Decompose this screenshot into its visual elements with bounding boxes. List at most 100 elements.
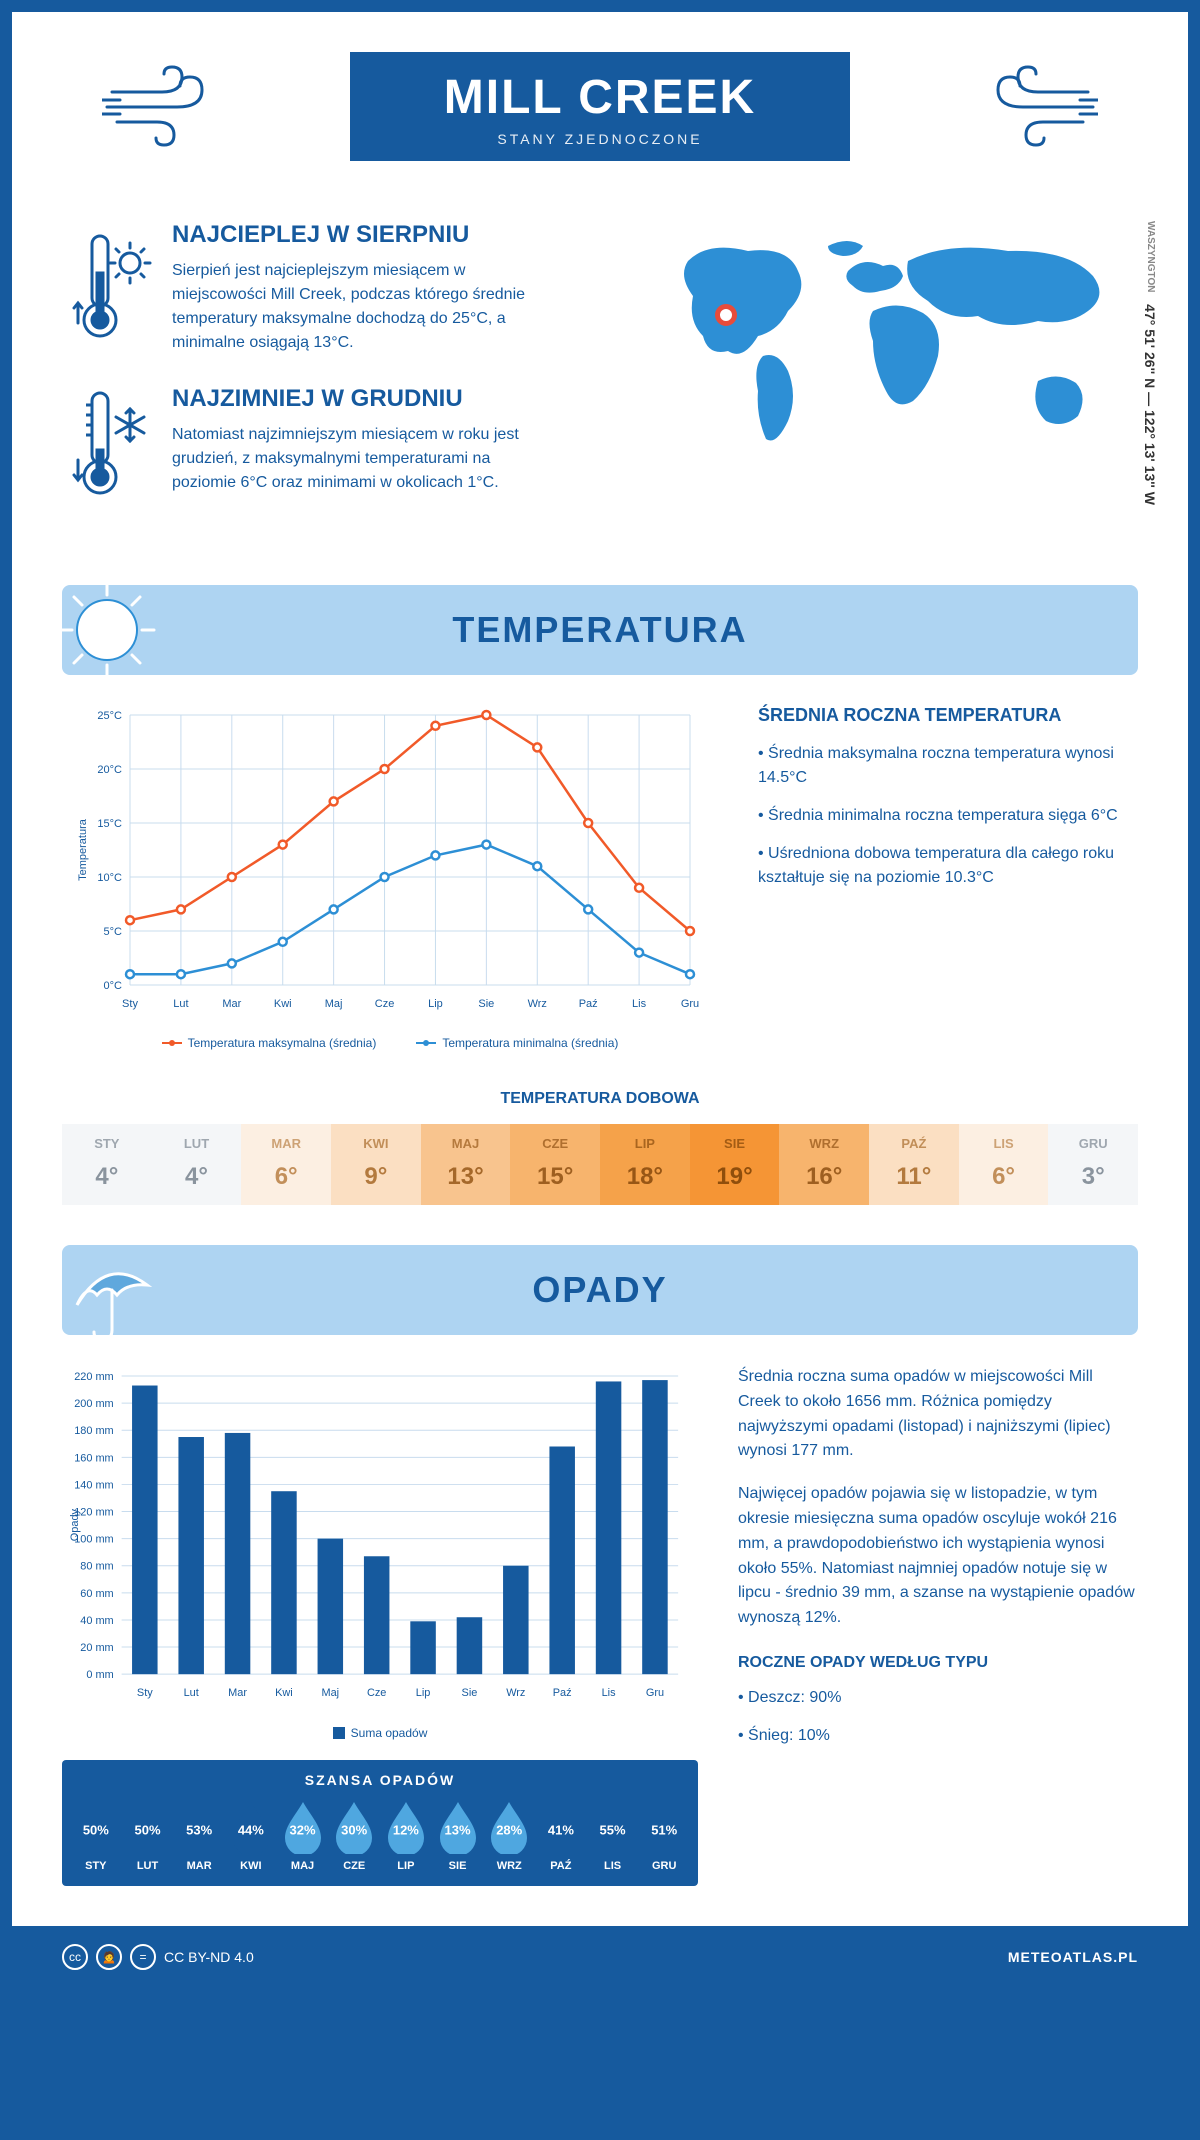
svg-text:Sty: Sty bbox=[137, 1687, 153, 1699]
type-item: • Śnieg: 10% bbox=[738, 1724, 1138, 1748]
section-title: TEMPERATURA bbox=[62, 609, 1138, 651]
svg-text:5°C: 5°C bbox=[104, 926, 123, 938]
summary-item: • Średnia minimalna roczna temperatura s… bbox=[758, 804, 1138, 828]
warmest-text: Sierpień jest najcieplejszym miesiącem w… bbox=[172, 259, 532, 355]
svg-text:20 mm: 20 mm bbox=[80, 1642, 113, 1654]
coldest-block: NAJZIMNIEJ W GRUDNIU Natomiast najzimnie… bbox=[72, 385, 608, 505]
svg-text:Lip: Lip bbox=[428, 998, 443, 1010]
svg-text:25°C: 25°C bbox=[97, 710, 122, 722]
svg-text:Wrz: Wrz bbox=[528, 998, 547, 1010]
table-cell: PAŹ11° bbox=[869, 1124, 959, 1205]
chance-cell: 44% KWI bbox=[227, 1800, 275, 1872]
svg-text:Cze: Cze bbox=[375, 998, 395, 1010]
table-cell: MAR6° bbox=[241, 1124, 331, 1205]
page-subtitle: STANY ZJEDNOCZONE bbox=[410, 131, 790, 147]
chance-cell: 30% CZE bbox=[330, 1800, 378, 1872]
svg-text:Gru: Gru bbox=[681, 998, 699, 1010]
temperature-summary: ŚREDNIA ROCZNA TEMPERATURA • Średnia mak… bbox=[758, 705, 1138, 1050]
svg-text:Maj: Maj bbox=[322, 1687, 340, 1699]
svg-text:Kwi: Kwi bbox=[275, 1687, 293, 1699]
section-header-temperature: TEMPERATURA bbox=[62, 585, 1138, 675]
footer: cc 🙍 = CC BY-ND 4.0 METEOATLAS.PL bbox=[12, 1926, 1188, 1988]
thermometer-hot-icon bbox=[72, 221, 152, 355]
intro-section: NAJCIEPLEJ W SIERPNIU Sierpień jest najc… bbox=[62, 191, 1138, 565]
svg-text:Paź: Paź bbox=[553, 1687, 572, 1699]
table-cell: GRU3° bbox=[1048, 1124, 1138, 1205]
warmest-block: NAJCIEPLEJ W SIERPNIU Sierpień jest najc… bbox=[72, 221, 608, 355]
summary-item: • Uśredniona dobowa temperatura dla całe… bbox=[758, 842, 1138, 890]
svg-text:Maj: Maj bbox=[325, 998, 343, 1010]
table-cell: CZE15° bbox=[510, 1124, 600, 1205]
svg-text:Lut: Lut bbox=[173, 998, 188, 1010]
chance-cell: 12% LIP bbox=[382, 1800, 430, 1872]
coordinates: WASZYNGTON 47° 51' 26'' N — 122° 13' 13'… bbox=[1142, 221, 1158, 505]
nd-icon: = bbox=[130, 1944, 156, 1970]
table-cell: LIP18° bbox=[600, 1124, 690, 1205]
table-cell: LIS6° bbox=[959, 1124, 1049, 1205]
daily-temp-title: TEMPERATURA DOBOWA bbox=[62, 1090, 1138, 1108]
license: cc 🙍 = CC BY-ND 4.0 bbox=[62, 1944, 254, 1970]
temperature-chart: 0°C 5°C 10°C 15°C 20°C 25°C Sty Lut Mar Kwi Maj Cze… bbox=[62, 705, 718, 1050]
svg-text:Paź: Paź bbox=[579, 998, 598, 1010]
chance-cell: 41% PAŹ bbox=[537, 1800, 585, 1872]
page: MILL CREEK STANY ZJEDNOCZONE bbox=[0, 0, 1200, 2000]
table-cell: SIE19° bbox=[690, 1124, 780, 1205]
precip-chance-panel: SZANSA OPADÓW 50% STY 50% LUT 53% MAR 44… bbox=[62, 1760, 698, 1886]
svg-text:Mar: Mar bbox=[222, 998, 241, 1010]
map-panel: WASZYNGTON 47° 51' 26'' N — 122° 13' 13'… bbox=[648, 221, 1128, 535]
svg-text:Gru: Gru bbox=[646, 1687, 664, 1699]
header: MILL CREEK STANY ZJEDNOCZONE bbox=[62, 12, 1138, 191]
svg-text:Lis: Lis bbox=[632, 998, 647, 1010]
svg-text:0°C: 0°C bbox=[104, 980, 123, 992]
svg-text:40 mm: 40 mm bbox=[80, 1615, 113, 1627]
svg-text:200 mm: 200 mm bbox=[74, 1398, 113, 1410]
chance-cell: 50% STY bbox=[72, 1800, 120, 1872]
svg-text:Temperatura: Temperatura bbox=[77, 818, 89, 881]
sun-icon bbox=[62, 585, 162, 675]
thermometer-cold-icon bbox=[72, 385, 152, 505]
svg-text:Sty: Sty bbox=[122, 998, 138, 1010]
chance-cell: 51% GRU bbox=[640, 1800, 688, 1872]
section-header-precipitation: OPADY bbox=[62, 1245, 1138, 1335]
coldest-heading: NAJZIMNIEJ W GRUDNIU bbox=[172, 385, 532, 413]
svg-text:Mar: Mar bbox=[228, 1687, 247, 1699]
svg-text:Opady: Opady bbox=[69, 1508, 81, 1541]
svg-text:Lip: Lip bbox=[416, 1687, 431, 1699]
site-name: METEOATLAS.PL bbox=[1008, 1949, 1138, 1965]
svg-text:20°C: 20°C bbox=[97, 764, 122, 776]
chart-legend: Temperatura maksymalna (średnia) Tempera… bbox=[62, 1036, 718, 1050]
svg-text:Sie: Sie bbox=[462, 1687, 478, 1699]
svg-text:Kwi: Kwi bbox=[274, 998, 292, 1010]
svg-text:15°C: 15°C bbox=[97, 818, 122, 830]
svg-text:Lut: Lut bbox=[184, 1687, 199, 1699]
table-cell: STY4° bbox=[62, 1124, 152, 1205]
summary-item: • Średnia maksymalna roczna temperatura … bbox=[758, 742, 1138, 790]
world-map bbox=[648, 221, 1128, 481]
chance-cell: 13% SIE bbox=[434, 1800, 482, 1872]
wind-icon bbox=[978, 62, 1098, 152]
svg-text:60 mm: 60 mm bbox=[80, 1588, 113, 1600]
svg-text:Lis: Lis bbox=[602, 1687, 617, 1699]
svg-text:180 mm: 180 mm bbox=[74, 1425, 113, 1437]
warmest-heading: NAJCIEPLEJ W SIERPNIU bbox=[172, 221, 532, 249]
chance-cell: 55% LIS bbox=[589, 1800, 637, 1872]
svg-text:160 mm: 160 mm bbox=[74, 1452, 113, 1464]
title-banner: MILL CREEK STANY ZJEDNOCZONE bbox=[350, 52, 850, 161]
cc-icon: cc bbox=[62, 1944, 88, 1970]
chance-cell: 53% MAR bbox=[175, 1800, 223, 1872]
svg-text:0 mm: 0 mm bbox=[86, 1669, 113, 1681]
type-item: • Deszcz: 90% bbox=[738, 1686, 1138, 1710]
table-cell: WRZ16° bbox=[779, 1124, 869, 1205]
wind-icon bbox=[102, 62, 222, 152]
page-title: MILL CREEK bbox=[410, 70, 790, 125]
precipitation-chart: 0 mm20 mm40 mm60 mm80 mm100 mm120 mm140 … bbox=[62, 1365, 698, 1740]
precipitation-text: Średnia roczna suma opadów w miejscowośc… bbox=[738, 1365, 1138, 1886]
daily-temp-table: STY4° LUT4° MAR6° KWI9° MAJ13° CZE15° LI… bbox=[62, 1124, 1138, 1205]
svg-text:220 mm: 220 mm bbox=[74, 1371, 113, 1383]
section-title: OPADY bbox=[62, 1269, 1138, 1311]
table-cell: KWI9° bbox=[331, 1124, 421, 1205]
svg-text:140 mm: 140 mm bbox=[74, 1479, 113, 1491]
table-cell: MAJ13° bbox=[421, 1124, 511, 1205]
by-icon: 🙍 bbox=[96, 1944, 122, 1970]
svg-text:10°C: 10°C bbox=[97, 872, 122, 884]
